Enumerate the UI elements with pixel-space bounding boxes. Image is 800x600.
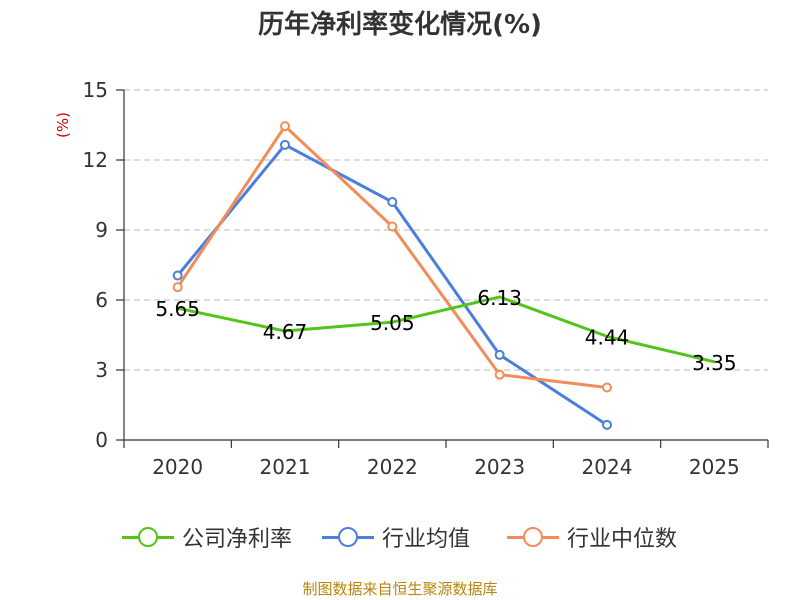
- legend-industry-mean[interactable]: 行业均值: [320, 520, 470, 554]
- legend-label: 行业中位数: [567, 527, 678, 552]
- data-point: [387, 197, 398, 207]
- legend-industry-median[interactable]: 行业中位数: [505, 520, 677, 554]
- legend-label: 公司净利率: [182, 527, 293, 552]
- series-line: [176, 143, 609, 427]
- x-tick-label: 2025: [689, 455, 740, 479]
- series-line: [176, 295, 716, 364]
- source-note: 制图数据来自恒生聚源数据库: [302, 580, 498, 598]
- data-point: [602, 382, 612, 393]
- y-tick-label: 9: [95, 218, 108, 242]
- data-label: 4.44: [585, 325, 630, 349]
- data-label: 3.35: [692, 351, 737, 375]
- data-point: [602, 419, 612, 430]
- y-tick-label: 12: [83, 148, 108, 172]
- x-tick-label: 2023: [474, 455, 525, 479]
- legend-label: 行业均值: [382, 527, 471, 552]
- x-tick-label: 2022: [367, 455, 418, 479]
- data-point: [494, 369, 505, 380]
- data-label: 5.05: [370, 311, 415, 335]
- y-tick-label: 15: [83, 78, 108, 102]
- x-tick-label: 2024: [582, 455, 633, 479]
- legend-marker-icon: [505, 520, 561, 554]
- data-label: 5.65: [155, 297, 200, 321]
- data-point: [172, 270, 183, 281]
- data-point: [172, 282, 183, 293]
- legend-marker-icon: [320, 520, 376, 554]
- data-point: [280, 121, 290, 132]
- series-line: [176, 124, 609, 389]
- data-label: 4.67: [263, 320, 308, 344]
- y-tick-label: 0: [95, 428, 108, 452]
- x-tick-label: 2020: [152, 455, 203, 479]
- y-tick-label: 3: [95, 358, 108, 382]
- legend-company-net-margin[interactable]: 公司净利率: [120, 520, 292, 554]
- y-tick-label: 6: [95, 288, 108, 312]
- chart-title: 历年净利率变化情况(%): [258, 10, 542, 40]
- data-point: [280, 139, 290, 150]
- legend-marker-icon: [120, 520, 176, 554]
- x-tick-label: 2021: [260, 455, 311, 479]
- y-axis-label: (%): [54, 112, 72, 138]
- data-point: [494, 349, 505, 360]
- data-point: [387, 221, 398, 232]
- data-label: 6.13: [477, 286, 522, 310]
